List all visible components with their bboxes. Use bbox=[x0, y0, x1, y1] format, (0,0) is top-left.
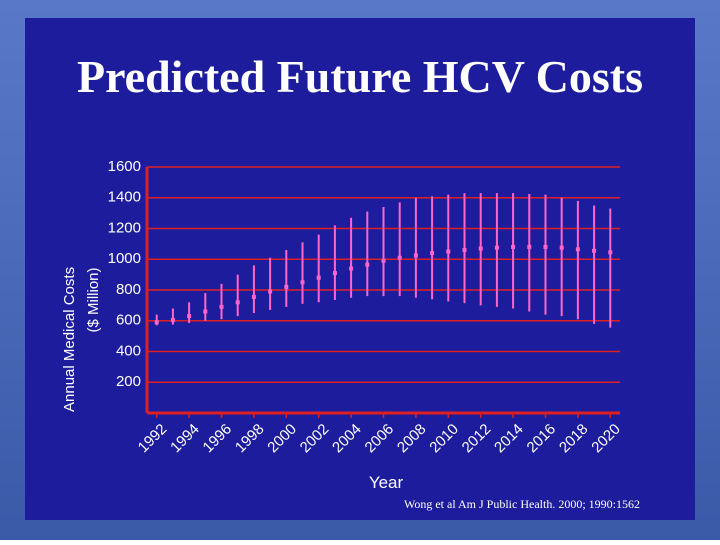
point bbox=[365, 262, 370, 267]
point bbox=[349, 266, 354, 271]
y-tick-label: 400 bbox=[116, 342, 141, 359]
y-tick-label: 800 bbox=[116, 281, 141, 298]
y-axis-label: Annual Medical Costs bbox=[61, 267, 78, 412]
point bbox=[397, 255, 402, 260]
point bbox=[559, 245, 564, 250]
point bbox=[462, 248, 467, 253]
point bbox=[511, 244, 516, 249]
x-axis-label: Year bbox=[369, 473, 404, 492]
point bbox=[527, 244, 532, 249]
point bbox=[478, 246, 483, 251]
point bbox=[187, 314, 192, 319]
point bbox=[413, 253, 418, 258]
y-tick-label: 1400 bbox=[108, 189, 141, 206]
point bbox=[608, 250, 613, 255]
point bbox=[284, 284, 289, 289]
point bbox=[332, 271, 337, 276]
y-tick-label: 1600 bbox=[108, 158, 141, 175]
point bbox=[235, 300, 240, 305]
point bbox=[219, 304, 224, 309]
y-axis-unit: ($ Million) bbox=[85, 267, 102, 332]
point bbox=[543, 244, 548, 249]
point bbox=[446, 249, 451, 254]
point bbox=[268, 289, 273, 294]
point bbox=[575, 247, 580, 252]
y-tick-label: 1000 bbox=[108, 250, 141, 267]
point bbox=[430, 251, 435, 256]
point bbox=[170, 317, 175, 322]
y-tick-label: 1200 bbox=[108, 219, 141, 236]
y-tick-label: 200 bbox=[116, 373, 141, 390]
point bbox=[251, 294, 256, 299]
point bbox=[381, 258, 386, 263]
point bbox=[592, 248, 597, 253]
point bbox=[494, 245, 499, 250]
point bbox=[300, 280, 305, 285]
point bbox=[203, 309, 208, 314]
chart-title: Predicted Future HCV Costs bbox=[77, 51, 643, 102]
source: Wong et al Am J Public Health. 2000; 199… bbox=[404, 497, 640, 511]
panel bbox=[25, 18, 695, 520]
y-tick-label: 600 bbox=[116, 312, 141, 329]
point bbox=[154, 320, 159, 325]
point bbox=[316, 275, 321, 280]
